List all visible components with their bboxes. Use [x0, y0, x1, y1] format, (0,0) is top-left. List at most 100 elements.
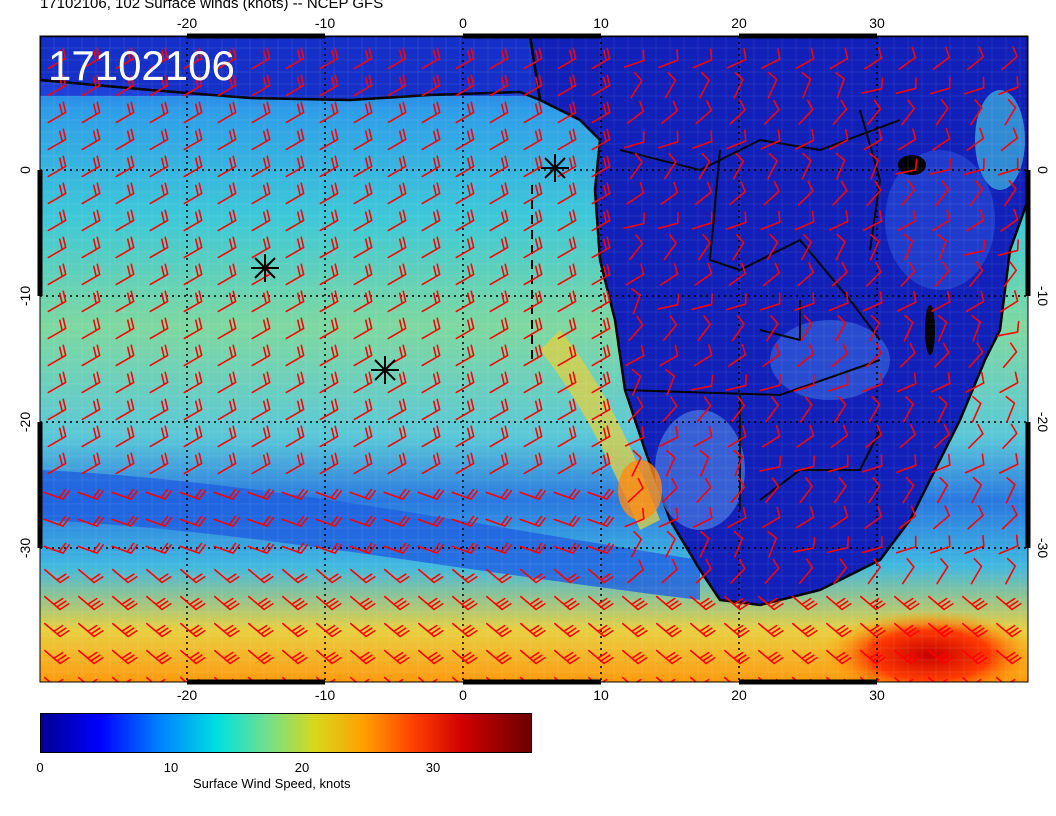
wind-barb: [183, 101, 203, 124]
wind-barb: [217, 128, 237, 151]
wind-barb: [217, 47, 237, 70]
wind-barb: [865, 343, 882, 368]
wind-barb: [43, 568, 70, 584]
wind-barb: [767, 71, 778, 99]
wind-barb: [247, 542, 275, 554]
wind-barb: [997, 320, 1020, 337]
wind-barb: [829, 47, 849, 70]
wind-barb: [115, 74, 135, 97]
wind-barb: [693, 344, 713, 367]
wind-barb: [349, 488, 377, 500]
wind-barb: [149, 74, 169, 97]
wind-barb: [895, 535, 917, 554]
wind-barb: [689, 595, 716, 611]
wind-barb: [997, 239, 1019, 257]
wind-barb: [933, 423, 950, 449]
wind-barb: [77, 488, 105, 500]
wind-barb: [831, 261, 848, 287]
wind-barb: [697, 315, 712, 342]
wind-barb: [417, 542, 445, 554]
wind-barb: [451, 649, 478, 665]
wind-barb: [723, 622, 750, 638]
wind-barb: [111, 542, 139, 554]
wind-barb: [936, 476, 949, 504]
wind-barb: [587, 515, 615, 527]
wind-barb: [43, 542, 71, 554]
lon-tick-top: 0: [459, 15, 467, 31]
wind-barb: [489, 290, 509, 313]
colorbar-tick: 10: [163, 760, 179, 775]
wind-barb: [523, 344, 543, 367]
wind-barb: [523, 74, 543, 97]
wind-barb: [77, 649, 104, 665]
wind-barb: [864, 424, 883, 449]
wind-barb: [927, 649, 954, 665]
wind-barb: [764, 558, 780, 584]
wind-barb: [417, 622, 444, 638]
wind-barb: [903, 395, 915, 423]
wind-barb: [285, 398, 305, 421]
wind-barb: [762, 343, 781, 367]
wind-barb: [455, 398, 475, 421]
wind-barb: [759, 374, 781, 392]
wind-barb: [999, 371, 1019, 394]
wind-barb: [81, 398, 101, 421]
wind-barb: [794, 210, 815, 231]
wind-barb: [115, 425, 135, 448]
wind-barb: [869, 152, 880, 180]
wind-barb: [455, 236, 475, 259]
wind-barb: [315, 595, 342, 611]
wind-barb: [319, 398, 339, 421]
wind-barb: [251, 128, 271, 151]
wind-barb: [665, 449, 676, 477]
wind-barb: [1001, 504, 1018, 530]
wind-barb: [830, 505, 849, 529]
wind-barb: [998, 534, 1019, 555]
wind-barb: [451, 488, 479, 500]
wind-barb: [149, 128, 169, 151]
wind-barb: [115, 290, 135, 313]
lon-tick-bottom: -20: [177, 687, 197, 703]
wind-barb: [998, 453, 1019, 474]
wind-barb: [726, 129, 747, 150]
wind-barb: [631, 287, 641, 315]
wind-barb: [319, 128, 339, 151]
wind-barb: [489, 155, 509, 178]
wind-barb: [729, 99, 746, 125]
wind-barb: [145, 622, 172, 638]
wind-barb: [183, 128, 203, 151]
wind-barb: [937, 395, 948, 423]
wind-barb: [387, 209, 407, 232]
wind-barb: [217, 398, 237, 421]
wind-barb: [421, 182, 441, 205]
wind-barb: [961, 622, 988, 638]
wind-barb: [145, 595, 172, 611]
wind-barb: [869, 233, 880, 261]
wind-barb: [587, 622, 614, 638]
wind-barb: [217, 236, 237, 259]
wind-barb: [794, 292, 815, 311]
wind-barb: [489, 344, 509, 367]
wind-barb: [723, 595, 750, 611]
wind-barb: [251, 317, 271, 340]
wind-barb: [662, 396, 678, 422]
wind-barb: [451, 622, 478, 638]
wind-barb: [867, 558, 881, 585]
wind-barb: [793, 455, 815, 473]
wind-barb: [591, 101, 611, 124]
wind-barb: [115, 371, 135, 394]
wind-barb: [591, 452, 611, 475]
wind-barb: [661, 559, 678, 584]
wind-barb: [553, 649, 580, 665]
wind-barb: [383, 649, 410, 665]
wind-barb: [77, 595, 104, 611]
wind-barb: [485, 488, 513, 500]
wind-barb: [285, 101, 305, 124]
wind-barb: [557, 425, 577, 448]
wind-barb: [767, 152, 778, 180]
wind-barb: [489, 425, 509, 448]
wind-barb: [759, 292, 781, 311]
wind-barb: [451, 595, 478, 611]
wind-barb: [1002, 423, 1018, 449]
wind-barb: [489, 47, 509, 70]
